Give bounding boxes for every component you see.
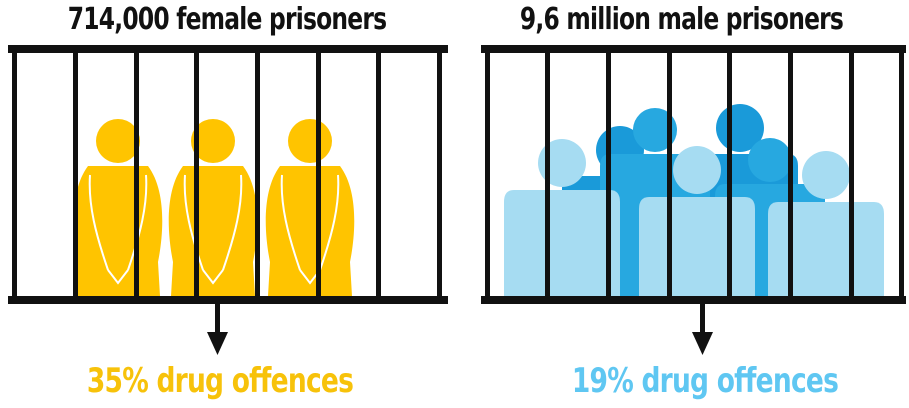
male-figures [504,104,884,296]
female-prison-cell [8,45,448,355]
male-panel-title: 9,6 million male prisoners [519,2,844,37]
female-figure-icon [168,119,258,296]
female-cell-bars [8,45,448,304]
male-arrow [692,304,713,355]
male-prison-cell [481,45,906,355]
male-drug-offences-caption: 19% drug offences [571,361,839,401]
male-cell-bars [481,45,906,304]
female-figures [73,119,355,296]
male-figure-icon [768,151,884,296]
female-arrow [207,304,228,355]
female-figure-icon [73,119,163,296]
female-figure-icon [265,119,355,296]
female-drug-offences-caption: 35% drug offences [86,361,354,401]
female-panel-title: 714,000 female prisoners [67,2,387,37]
